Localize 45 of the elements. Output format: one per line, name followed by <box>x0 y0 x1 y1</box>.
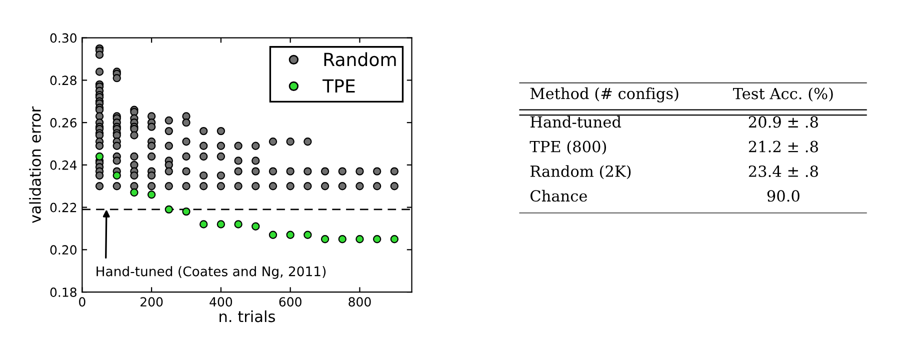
text: Test Acc. (%) <box>733 88 833 102</box>
x-tick-label: 600 <box>279 297 302 307</box>
point <box>268 230 278 239</box>
point <box>216 220 226 228</box>
point <box>147 190 156 199</box>
point <box>112 171 121 180</box>
legend-label: TPE <box>322 79 355 93</box>
point <box>164 205 174 214</box>
y-tick-label: 0.20 <box>50 245 76 255</box>
y-tick-label: 0.22 <box>50 202 76 212</box>
text: 23.4 ± .8 <box>748 165 818 178</box>
x-axis-title: n. trials <box>220 310 275 322</box>
y-tick-label: 0.18 <box>50 288 76 297</box>
point <box>182 207 190 216</box>
text: Random (2K) <box>530 165 631 180</box>
text: 21.2 ± .8 <box>748 140 818 152</box>
text: 20.9 ± .8 <box>748 116 818 128</box>
point <box>200 220 208 228</box>
x-tick-label: 200 <box>140 297 163 307</box>
x-tick-label: 400 <box>210 297 232 307</box>
x-tick-label: 800 <box>348 297 371 307</box>
point <box>356 235 364 244</box>
point <box>320 235 330 244</box>
point <box>304 230 312 239</box>
y-tick-label: 0.30 <box>50 33 76 43</box>
text: Method (# configs) <box>530 87 678 102</box>
point <box>234 220 242 228</box>
y-tick-label: 0.26 <box>50 118 77 128</box>
text: TPE (800) <box>530 140 606 155</box>
point <box>95 152 104 161</box>
text: 90.0 <box>767 190 800 202</box>
x-tick-label: 0 <box>79 297 86 307</box>
point <box>338 235 346 244</box>
legend-label: Random <box>324 52 396 66</box>
point <box>372 235 382 244</box>
text: Hand-tuned <box>530 116 622 128</box>
y-axis-title: validation error <box>29 106 41 224</box>
point <box>252 222 260 230</box>
point <box>390 235 399 244</box>
text: Chance <box>530 190 587 202</box>
point <box>286 230 294 239</box>
annotation: Hand-tuned (Coates and Ng, 2011) <box>96 266 326 279</box>
y-tick-label: 0.24 <box>50 160 77 170</box>
point <box>130 188 138 197</box>
y-tick-label: 0.28 <box>50 76 76 86</box>
